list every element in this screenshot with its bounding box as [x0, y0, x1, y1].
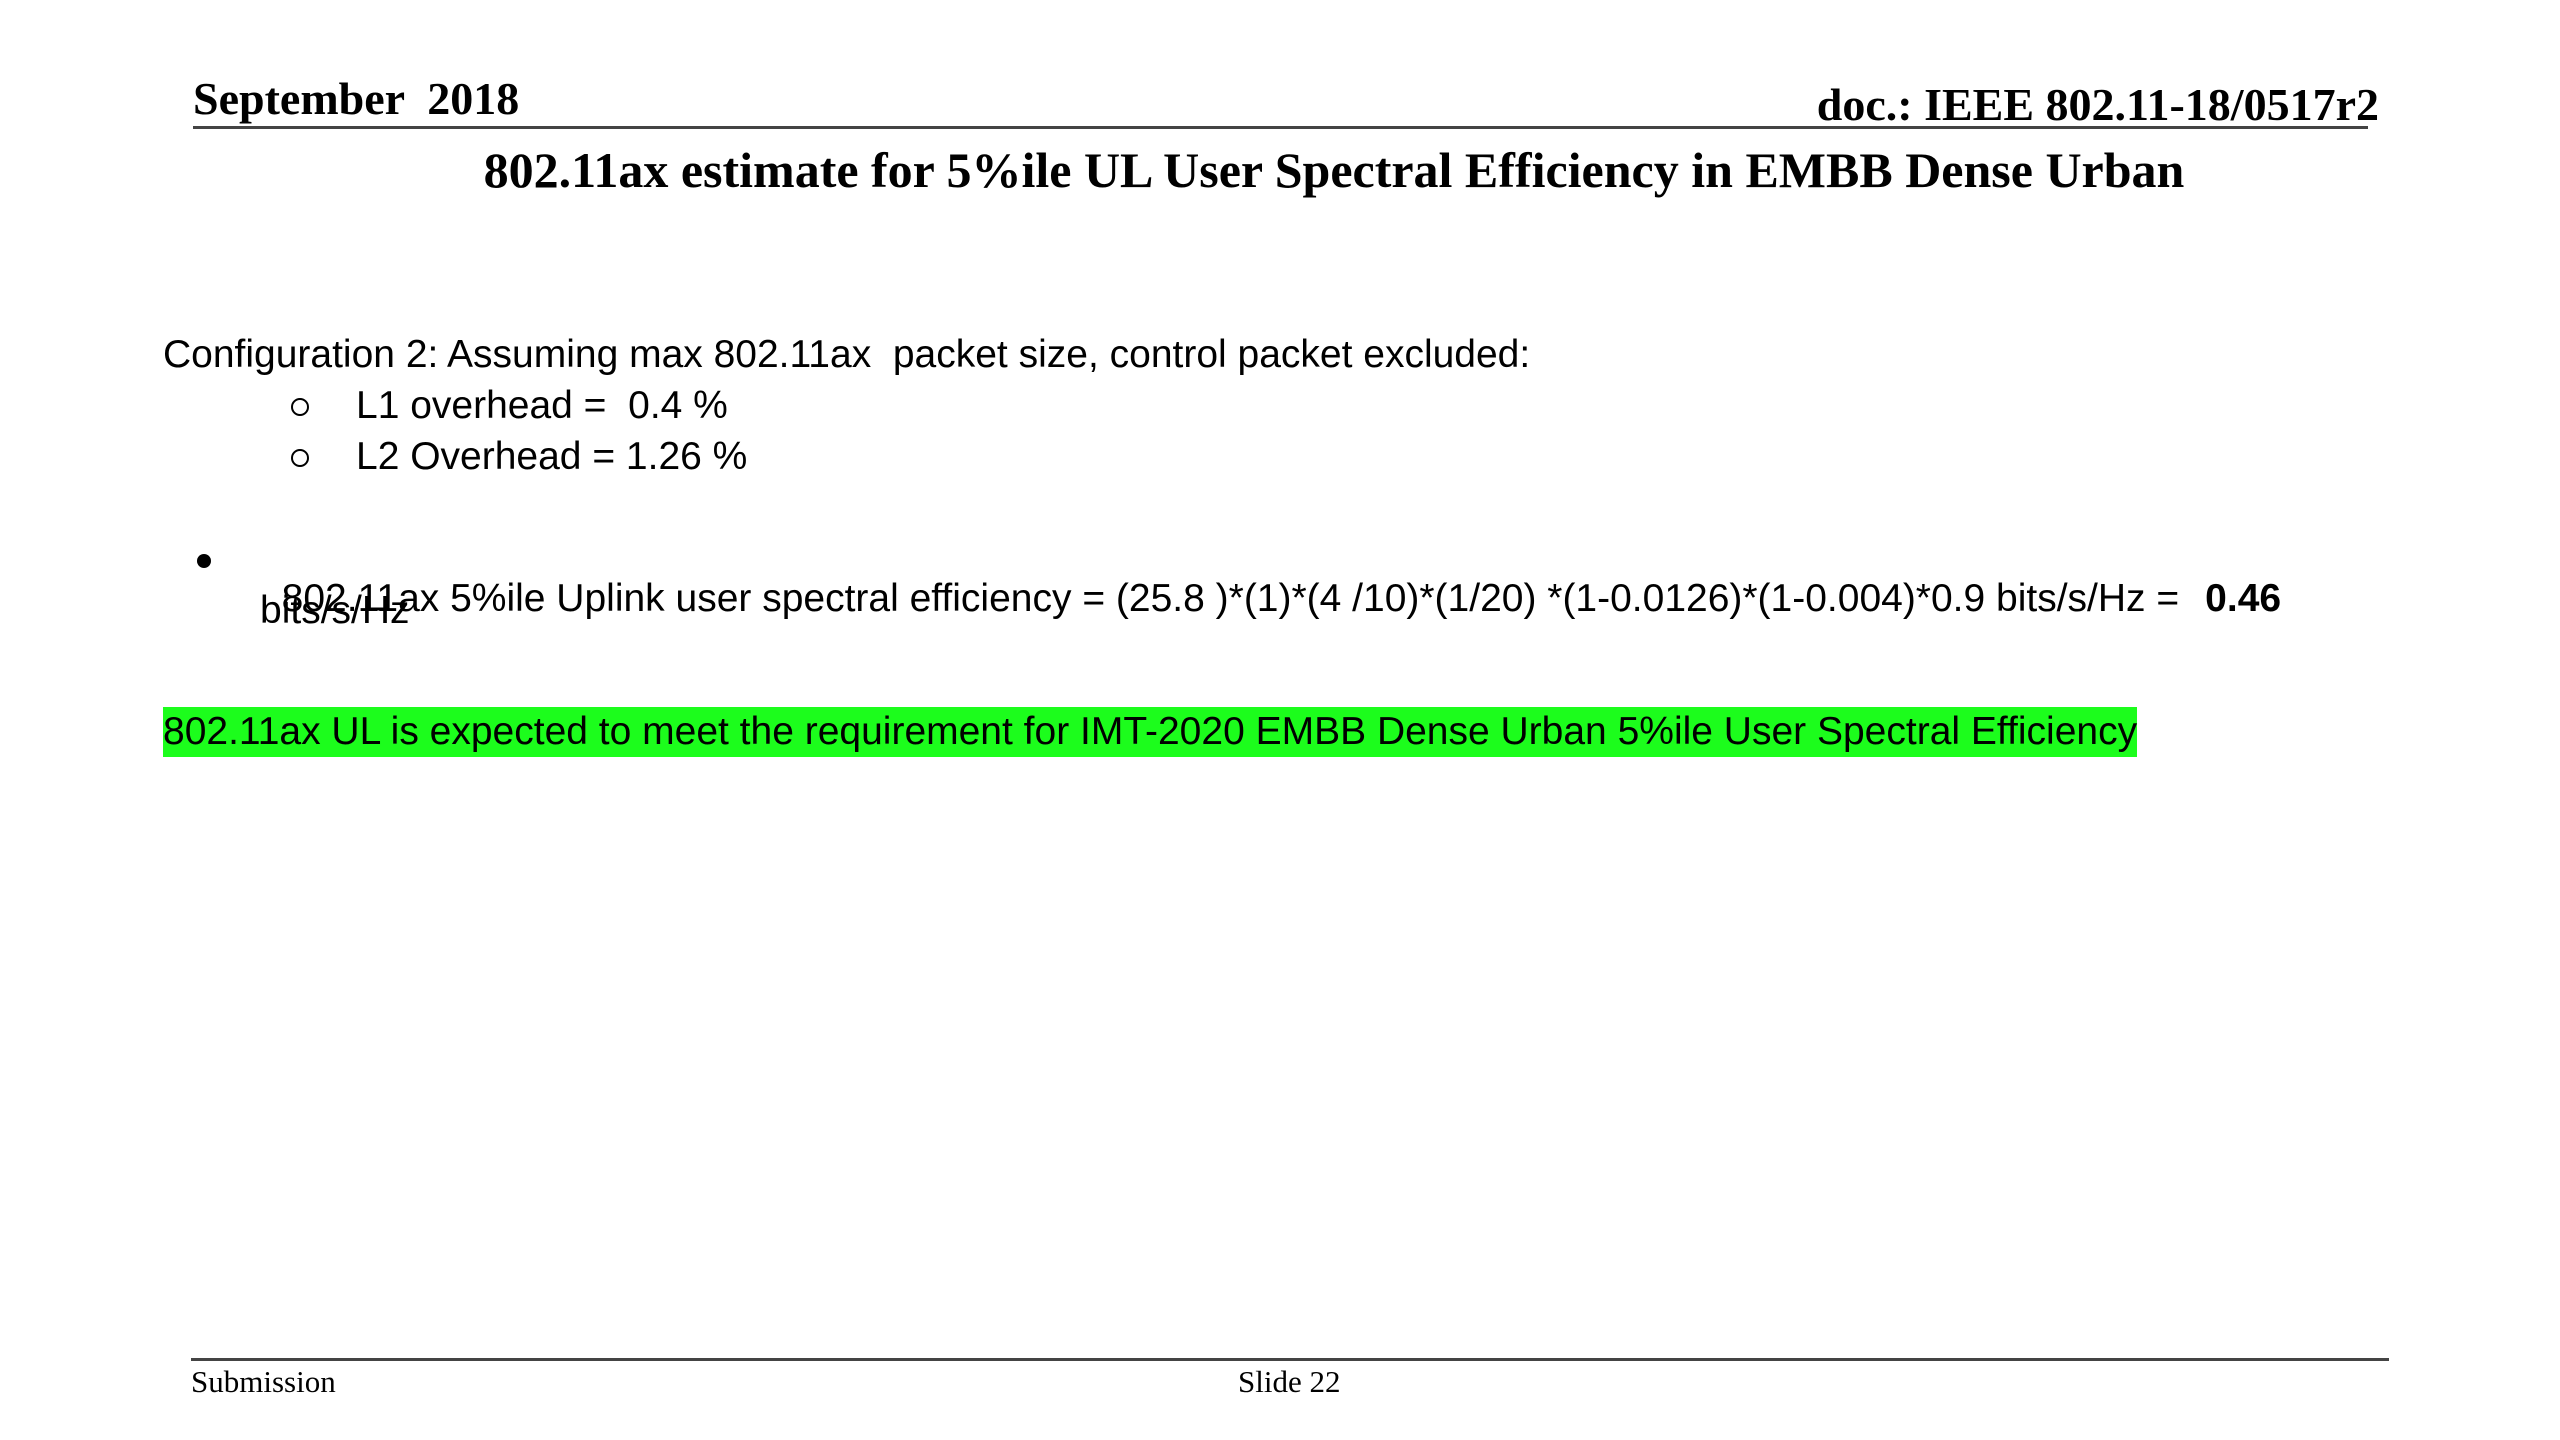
conclusion: 802.11ax UL is expected to meet the requ…	[163, 707, 2138, 757]
config-item: L2 Overhead = 1.26 %	[356, 435, 748, 478]
header-doc-id: doc.: IEEE 802.11-18/0517r2	[1816, 79, 2379, 130]
bullet-text: 802.11ax 5%ile Uplink user spectral effi…	[281, 577, 2180, 620]
slide-title: 802.11ax estimate for 5%ile UL User Spec…	[483, 142, 2185, 198]
config-heading: Configuration 2: Assuming max 802.11ax p…	[163, 333, 1531, 376]
sub-bullet	[291, 398, 309, 416]
config-item: L1 overhead = 0.4 %	[356, 384, 728, 427]
bullet-line: 802.11ax 5%ile Uplink user spectral effi…	[260, 540, 2281, 618]
header-date: September 2018	[193, 73, 520, 124]
bullet	[197, 554, 211, 568]
footer-left: Submission	[191, 1364, 336, 1399]
footer-center: Slide 22	[1238, 1364, 1341, 1399]
bullet-result: 0.46	[2205, 577, 2282, 620]
footer-rule	[191, 1358, 2389, 1361]
sub-bullet	[291, 449, 309, 467]
header-rule	[193, 126, 2368, 129]
bullet-unit: bits/s/Hz	[260, 589, 410, 632]
